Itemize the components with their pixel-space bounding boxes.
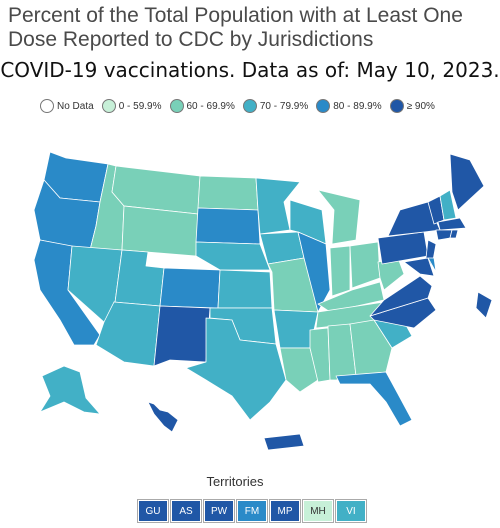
legend-item-80-89[interactable]: 80 - 89.9% <box>316 99 382 113</box>
state-virginia[interactable] <box>369 275 433 317</box>
state-south-dakota[interactable] <box>195 207 261 245</box>
state-colorado[interactable] <box>159 267 221 309</box>
legend-swatch <box>40 99 54 113</box>
legend-swatch <box>389 99 404 113</box>
legend: No Data 0 - 59.9% 60 - 69.9% 70 - 79.9% … <box>40 96 500 116</box>
state-ohio[interactable] <box>349 241 381 289</box>
territory-fm[interactable]: FM <box>236 499 268 523</box>
title-line-2: Dose Reported to CDC by Jurisdictions <box>8 28 374 51</box>
territories-row: GU AS PW FM MP MH VI <box>137 499 367 524</box>
chart-subtitle: COVID-19 vaccinations. Data as of: May 1… <box>0 58 500 82</box>
state-maryland[interactable] <box>403 257 435 277</box>
territory-mp[interactable]: MP <box>269 499 301 523</box>
state-rhode-island[interactable] <box>449 229 459 239</box>
state-hawaii[interactable] <box>147 401 179 433</box>
legend-label: ≥ 90% <box>406 100 435 112</box>
state-wyoming[interactable] <box>121 205 199 257</box>
state-north-dakota[interactable] <box>197 175 259 211</box>
legend-item-60-69[interactable]: 60 - 69.9% <box>169 99 235 113</box>
district-of-columbia[interactable] <box>475 291 493 319</box>
state-maine[interactable] <box>449 153 485 211</box>
puerto-rico[interactable] <box>263 433 305 451</box>
territory-mh[interactable]: MH <box>302 499 334 523</box>
territory-as[interactable]: AS <box>170 499 202 523</box>
legend-swatch <box>101 99 116 113</box>
state-utah[interactable] <box>113 249 165 311</box>
territories-label: Territories <box>206 474 264 489</box>
state-michigan[interactable] <box>317 189 361 245</box>
territory-gu[interactable]: GU <box>137 499 169 523</box>
state-mississippi[interactable] <box>309 327 331 383</box>
state-indiana[interactable] <box>329 245 351 297</box>
territory-vi[interactable]: VI <box>335 499 367 523</box>
legend-swatch <box>316 99 331 113</box>
legend-label: 60 - 69.9% <box>186 100 235 112</box>
state-massachusetts[interactable] <box>437 217 467 231</box>
us-map <box>33 151 493 451</box>
state-nebraska[interactable] <box>195 241 271 271</box>
legend-swatch <box>169 99 184 113</box>
territory-pw[interactable]: PW <box>203 499 235 523</box>
state-connecticut[interactable] <box>435 229 453 241</box>
legend-label: 0 - 59.9% <box>118 100 162 112</box>
legend-label: 70 - 79.9% <box>259 100 309 112</box>
state-florida[interactable] <box>335 371 413 427</box>
legend-label: 80 - 89.9% <box>333 100 382 112</box>
state-delaware[interactable] <box>427 257 437 273</box>
legend-label: No Data <box>57 100 94 112</box>
legend-item-no-data[interactable]: No Data <box>40 99 94 113</box>
legend-item-90-plus[interactable]: ≥ 90% <box>389 99 435 113</box>
title-line-1: Percent of the Total Population with at … <box>8 4 463 27</box>
state-kansas[interactable] <box>217 269 273 309</box>
legend-item-0-59[interactable]: 0 - 59.9% <box>101 99 162 113</box>
state-georgia[interactable] <box>349 319 393 377</box>
state-texas[interactable] <box>185 317 287 421</box>
state-new-mexico[interactable] <box>153 305 211 367</box>
state-new-hampshire[interactable] <box>439 189 457 221</box>
legend-swatch <box>242 99 257 113</box>
state-illinois[interactable] <box>297 231 331 313</box>
state-louisiana[interactable] <box>279 347 319 393</box>
state-alaska[interactable] <box>39 365 101 415</box>
chart-title: Percent of the Total Population with at … <box>8 4 492 52</box>
legend-item-70-79[interactable]: 70 - 79.9% <box>242 99 309 113</box>
